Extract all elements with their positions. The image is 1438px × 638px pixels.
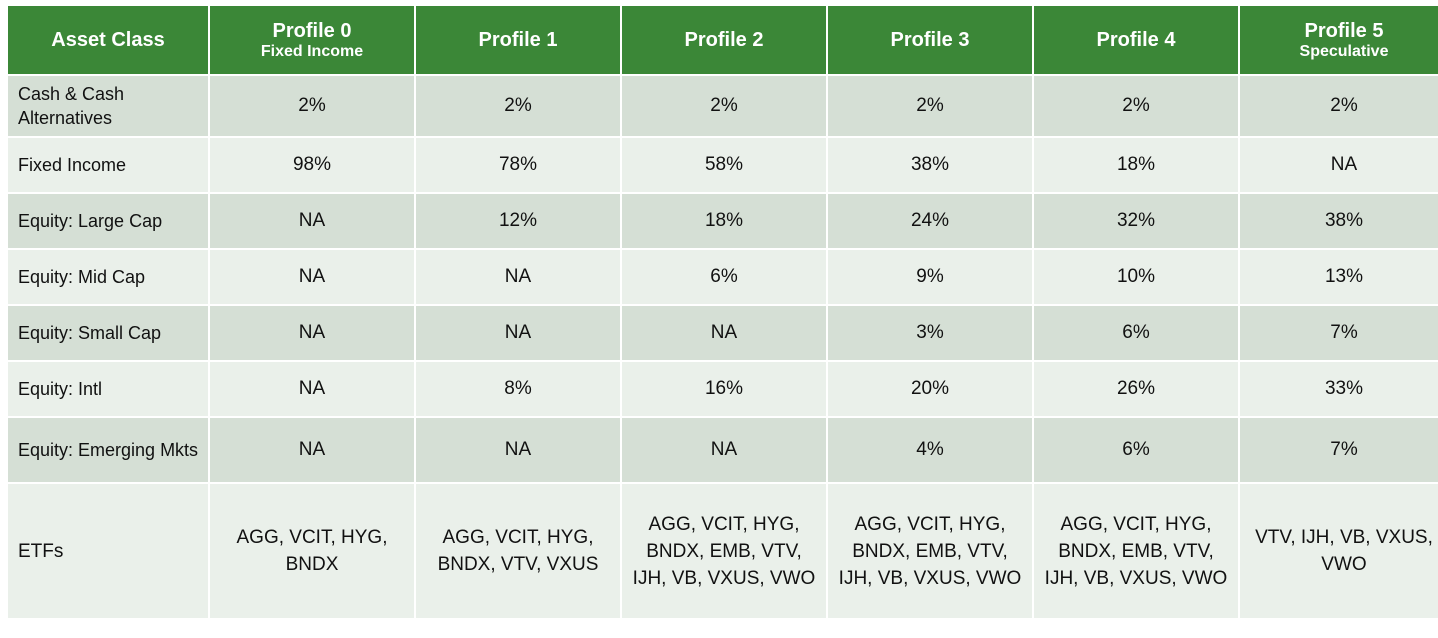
table-cell: 2% [622,76,826,136]
etf-list-cell: AGG, VCIT, HYG, BNDX, EMB, VTV, IJH, VB,… [828,484,1032,618]
header-profile-5: Profile 5 Speculative [1240,6,1438,74]
table-row: Equity: Small Cap NA NA NA 3% 6% 7% [8,306,1438,360]
table-cell: 2% [1240,76,1438,136]
table-cell: 2% [416,76,620,136]
header-row: Asset Class Profile 0 Fixed Income Profil… [8,6,1438,74]
table-row: Equity: Emerging Mkts NA NA NA 4% 6% 7% [8,418,1438,482]
table-row: Cash & Cash Alternatives 2% 2% 2% 2% 2% … [8,76,1438,136]
table-cell: 58% [622,138,826,192]
table-row: Fixed Income 98% 78% 58% 38% 18% NA [8,138,1438,192]
table-cell: 10% [1034,250,1238,304]
table-cell: 38% [1240,194,1438,248]
table-cell: NA [210,362,414,416]
table-cell: 2% [1034,76,1238,136]
table-cell: NA [210,194,414,248]
asset-allocation-table: Asset Class Profile 0 Fixed Income Profil… [6,4,1438,620]
table-row: Equity: Intl NA 8% 16% 20% 26% 33% [8,362,1438,416]
table-cell: 2% [210,76,414,136]
row-label: Equity: Large Cap [8,194,208,248]
table-cell: 18% [622,194,826,248]
table-cell: 26% [1034,362,1238,416]
table-cell: 2% [828,76,1032,136]
table-cell: 24% [828,194,1032,248]
row-label: Equity: Small Cap [8,306,208,360]
table-cell: 7% [1240,418,1438,482]
table-cell: NA [416,418,620,482]
table-cell: 7% [1240,306,1438,360]
header-profile-4: Profile 4 [1034,6,1238,74]
etf-list-cell: VTV, IJH, VB, VXUS, VWO [1240,484,1438,618]
table-cell: 18% [1034,138,1238,192]
header-profile-0: Profile 0 Fixed Income [210,6,414,74]
table-cell: 38% [828,138,1032,192]
table-cell: NA [416,306,620,360]
table-cell: 8% [416,362,620,416]
table-cell: 9% [828,250,1032,304]
table-cell: NA [416,250,620,304]
table-row: Equity: Mid Cap NA NA 6% 9% 10% 13% [8,250,1438,304]
table-cell: NA [210,418,414,482]
table-row: Equity: Large Cap NA 12% 18% 24% 32% 38% [8,194,1438,248]
table-cell: 13% [1240,250,1438,304]
row-label: Equity: Intl [8,362,208,416]
header-profile-2: Profile 2 [622,6,826,74]
table-cell: 20% [828,362,1032,416]
table-cell: 6% [1034,306,1238,360]
etf-list-cell: AGG, VCIT, HYG, BNDX, EMB, VTV, IJH, VB,… [622,484,826,618]
row-label: Equity: Emerging Mkts [8,418,208,482]
table-cell: 78% [416,138,620,192]
table-cell: NA [1240,138,1438,192]
table-cell: 32% [1034,194,1238,248]
row-label: Equity: Mid Cap [8,250,208,304]
table-cell: NA [210,250,414,304]
header-asset-class: Asset Class [8,6,208,74]
table-cell: 33% [1240,362,1438,416]
row-label: ETFs [8,484,208,618]
table-row: ETFs AGG, VCIT, HYG, BNDX AGG, VCIT, HYG… [8,484,1438,618]
table-cell: NA [622,418,826,482]
table-cell: 16% [622,362,826,416]
table-cell: NA [622,306,826,360]
header-subtitle: Fixed Income [260,43,364,60]
table-cell: 6% [1034,418,1238,482]
etf-list-cell: AGG, VCIT, HYG, BNDX, VTV, VXUS [416,484,620,618]
table-cell: 6% [622,250,826,304]
header-profile-3: Profile 3 [828,6,1032,74]
row-label: Cash & Cash Alternatives [8,76,208,136]
etf-list-cell: AGG, VCIT, HYG, BNDX [210,484,414,618]
etf-list-cell: AGG, VCIT, HYG, BNDX, EMB, VTV, IJH, VB,… [1034,484,1238,618]
row-label: Fixed Income [8,138,208,192]
table-cell: 98% [210,138,414,192]
table-cell: NA [210,306,414,360]
table-cell: 4% [828,418,1032,482]
table-cell: 12% [416,194,620,248]
header-subtitle: Speculative [1299,43,1389,60]
table-cell: 3% [828,306,1032,360]
header-profile-1: Profile 1 [416,6,620,74]
